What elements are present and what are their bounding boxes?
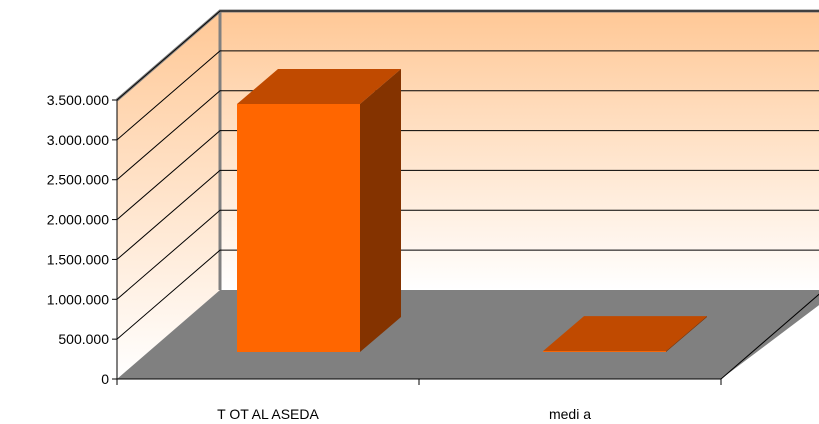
x-category-label: T OT AL ASEDA [217, 406, 319, 422]
gridline [116, 90, 819, 181]
bar-side-face [360, 68, 401, 352]
gridline [116, 50, 819, 141]
y-tick-labels: 0 500.000 1.000.000 1.500.000 2.000.000 2.500… [47, 92, 110, 387]
gridline [116, 130, 819, 220]
bar-1 [237, 68, 401, 352]
y-tick-label: 3.500.000 [47, 92, 109, 108]
gridlines [116, 10, 819, 340]
y-tick-label: 3.000.000 [47, 132, 109, 148]
bar-top-face [237, 68, 401, 104]
gridline [116, 209, 819, 300]
gridline [116, 249, 819, 340]
y-tick-label: 500.000 [58, 331, 109, 347]
floor-right-edge [720, 293, 819, 380]
bar-2 [543, 316, 707, 352]
y-tick-label: 2.000.000 [47, 212, 109, 228]
x-category-label: medi a [549, 406, 591, 422]
bar-front-face [237, 103, 360, 352]
y-tick-label: 1.000.000 [47, 291, 109, 307]
axes [112, 99, 722, 385]
floor-plane [117, 290, 819, 379]
gridline [116, 169, 819, 260]
bars [237, 68, 707, 352]
bar-front-face [543, 351, 666, 352]
side-wall [117, 11, 220, 379]
bar-top-face [543, 316, 707, 352]
bar-side-face [666, 316, 707, 352]
y-tick-label: 1.500.000 [47, 251, 109, 267]
plot-floor [117, 290, 819, 380]
y-tick-label: 2.500.000 [47, 172, 109, 188]
x-category-labels: T OT AL ASEDA medi a [217, 406, 591, 422]
gridline [116, 10, 819, 101]
y-tick-label: 0 [101, 371, 109, 387]
